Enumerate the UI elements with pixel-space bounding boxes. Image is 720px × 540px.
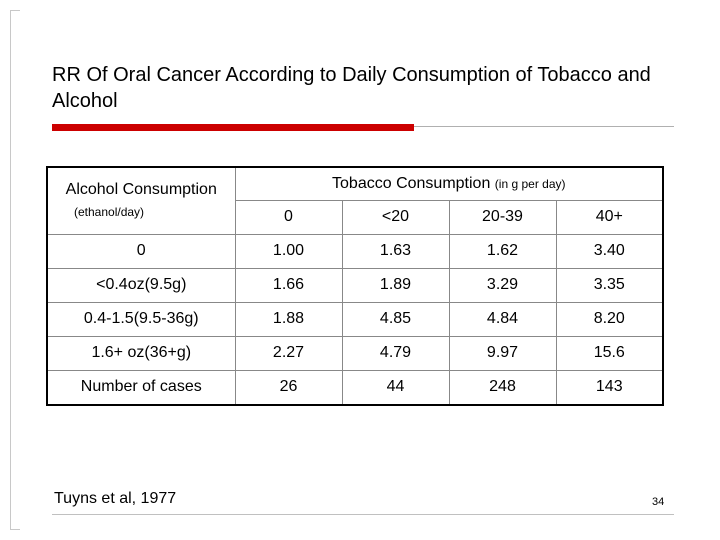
rr-value: 3.35 <box>555 267 664 303</box>
title-accent-bar <box>52 124 414 131</box>
slide-frame-decoration <box>10 10 20 530</box>
rr-value: 3.29 <box>448 267 557 303</box>
cases-row: Number of cases 26 44 248 143 <box>46 369 664 406</box>
rr-value: 1.66 <box>234 267 343 303</box>
rr-value: 1.89 <box>341 267 450 303</box>
tobacco-unit: (in g per day) <box>494 177 566 191</box>
rr-value: 15.6 <box>555 335 664 371</box>
tobacco-level: 0 <box>234 200 343 235</box>
tobacco-level: 20-39 <box>448 200 557 235</box>
relative-risk-table: Alcohol Consumption (ethanol/day) Tobacc… <box>46 166 665 406</box>
alcohol-level-label: <0.4oz(9.5g) <box>46 267 236 303</box>
tobacco-header-cell: Tobacco Consumption (in g per day) <box>234 166 664 201</box>
table-row: 0.4-1.5(9.5-36g) 1.88 4.85 4.84 8.20 <box>46 301 664 337</box>
alcohol-level-label: 1.6+ oz(36+g) <box>46 335 236 371</box>
footer-divider <box>52 514 674 515</box>
tobacco-level: 40+ <box>555 200 664 235</box>
rr-value: 4.79 <box>341 335 450 371</box>
rr-value: 1.00 <box>234 233 343 269</box>
tobacco-level: <20 <box>341 200 450 235</box>
rr-value: 4.85 <box>341 301 450 337</box>
table-header-row: Alcohol Consumption (ethanol/day) Tobacc… <box>46 166 664 235</box>
alcohol-level-label: 0.4-1.5(9.5-36g) <box>46 301 236 337</box>
rr-value: 1.88 <box>234 301 343 337</box>
rr-value: 8.20 <box>555 301 664 337</box>
table-row: <0.4oz(9.5g) 1.66 1.89 3.29 3.35 <box>46 267 664 303</box>
rr-value: 3.40 <box>555 233 664 269</box>
citation: Tuyns et al, 1977 <box>54 490 177 507</box>
case-count: 44 <box>341 369 450 406</box>
rr-value: 1.62 <box>448 233 557 269</box>
tobacco-header: Tobacco Consumption <box>332 175 491 192</box>
rr-value: 4.84 <box>448 301 557 337</box>
case-count: 26 <box>234 369 343 406</box>
table-row: 0 1.00 1.63 1.62 3.40 <box>46 233 664 269</box>
alcohol-level-label: 0 <box>46 233 236 269</box>
case-count: 143 <box>555 369 664 406</box>
slide-number: 34 <box>652 496 665 508</box>
rr-value: 1.63 <box>341 233 450 269</box>
alcohol-unit: (ethanol/day) <box>74 204 145 219</box>
alcohol-header: Alcohol Consumption <box>65 180 217 198</box>
rr-value: 9.97 <box>448 335 557 371</box>
tobacco-levels-row: 0 <20 20-39 40+ <box>47 200 664 235</box>
alcohol-header-cell: Alcohol Consumption (ethanol/day) <box>46 166 236 235</box>
table-row: 1.6+ oz(36+g) 2.27 4.79 9.97 15.6 <box>46 335 664 371</box>
cases-label: Number of cases <box>46 369 236 406</box>
rr-value: 2.27 <box>234 335 343 371</box>
case-count: 248 <box>448 369 557 406</box>
slide-title: RR Of Oral Cancer According to Daily Con… <box>52 64 651 112</box>
